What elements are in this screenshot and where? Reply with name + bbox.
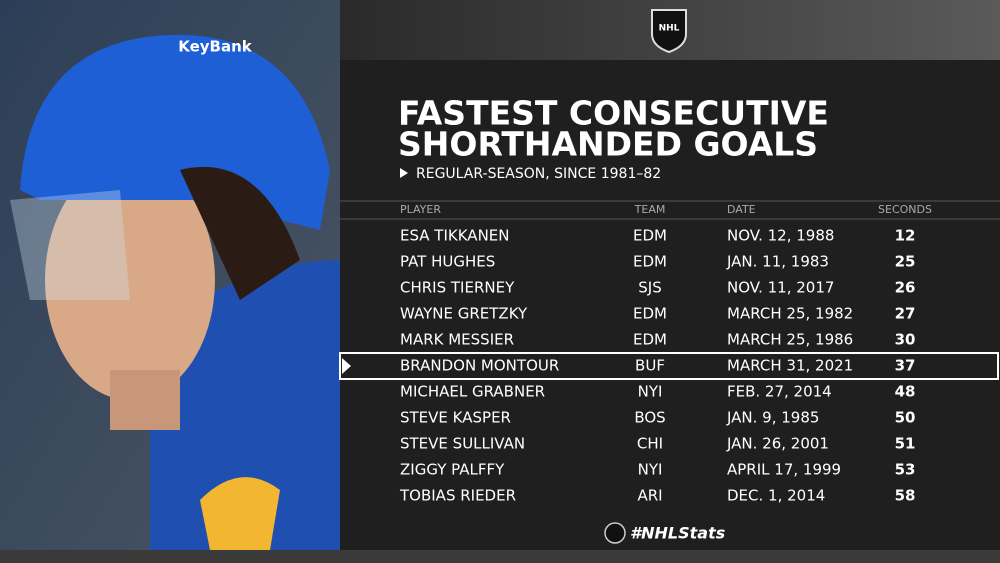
cell: 25 xyxy=(895,253,916,271)
cell: EDM xyxy=(633,227,667,245)
column-header: DATE xyxy=(727,203,756,216)
cell: JAN. 11, 1983 xyxy=(726,253,829,271)
cell: 53 xyxy=(895,461,916,479)
cell: 12 xyxy=(895,227,916,245)
cell: NYI xyxy=(638,461,663,479)
logo-shield xyxy=(651,9,687,54)
cell: 37 xyxy=(895,357,916,375)
cell: 48 xyxy=(895,383,916,401)
column-header: PLAYER xyxy=(400,203,441,216)
panel xyxy=(340,60,1000,550)
cell: MARCH 31, 2021 xyxy=(727,357,853,375)
cell: BUF xyxy=(635,357,665,375)
cell: STEVE SULLIVAN xyxy=(400,435,525,453)
cell: MARK MESSIER xyxy=(400,331,514,349)
footer: #NHLStats xyxy=(630,524,725,543)
cell: PAT HUGHES xyxy=(400,253,495,271)
cell: DEC. 1, 2014 xyxy=(727,487,825,505)
cell: EDM xyxy=(633,253,667,271)
cell: JAN. 26, 2001 xyxy=(726,435,829,453)
cell: CHRIS TIERNEY xyxy=(400,279,515,297)
title-line: SHORTHANDED GOALS xyxy=(398,125,818,164)
title-line: FASTEST CONSECUTIVE xyxy=(398,94,829,133)
cell: MARCH 25, 1982 xyxy=(727,305,853,323)
column-header: SECONDS xyxy=(878,203,932,216)
cell: EDM xyxy=(633,305,667,323)
logo: NHL xyxy=(659,24,680,34)
cell: STEVE KASPER xyxy=(400,409,511,427)
cell: 51 xyxy=(895,435,916,453)
cell: APRIL 17, 1999 xyxy=(727,461,841,479)
cell: FEB. 27, 2014 xyxy=(727,383,832,401)
cell: 27 xyxy=(895,305,916,323)
cell: 30 xyxy=(895,331,916,349)
cell: 26 xyxy=(895,279,916,297)
footer-logo xyxy=(604,522,626,544)
cell: NOV. 11, 2017 xyxy=(727,279,834,297)
cell: CHI xyxy=(637,435,663,453)
cell: ZIGGY PALFFY xyxy=(400,461,505,479)
helmet-text: KeyBank xyxy=(178,38,253,56)
column-header: TEAM xyxy=(634,203,666,216)
cell: 50 xyxy=(895,409,916,427)
subtitle-arrow xyxy=(400,168,408,178)
photo: KeyBank xyxy=(0,0,340,550)
cell: MARCH 25, 1986 xyxy=(727,331,853,349)
cell: TOBIAS RIEDER xyxy=(399,487,516,505)
cell: ARI xyxy=(637,487,662,505)
cell: JAN. 9, 1985 xyxy=(726,409,819,427)
highlight-row xyxy=(339,352,999,380)
cell: 58 xyxy=(895,487,916,505)
cell: WAYNE GRETZKY xyxy=(400,305,528,323)
cell: EDM xyxy=(633,331,667,349)
cell: BOS xyxy=(634,409,665,427)
cell: NOV. 12, 1988 xyxy=(727,227,834,245)
cell: BRANDON MONTOUR xyxy=(400,357,559,375)
bottom-band xyxy=(0,550,1000,563)
cell: SJS xyxy=(638,279,661,297)
table: PLAYER TEAM DATE SECONDS ESA TIKKANEN EDM NOV.… xyxy=(339,203,999,505)
subtitle: REGULAR-SEASON, SINCE 1981–82 xyxy=(416,166,661,182)
highlight-arrow xyxy=(342,358,351,374)
cell: ESA TIKKANEN xyxy=(400,227,509,245)
cell: NYI xyxy=(638,383,663,401)
cell: MICHAEL GRABNER xyxy=(400,383,545,401)
